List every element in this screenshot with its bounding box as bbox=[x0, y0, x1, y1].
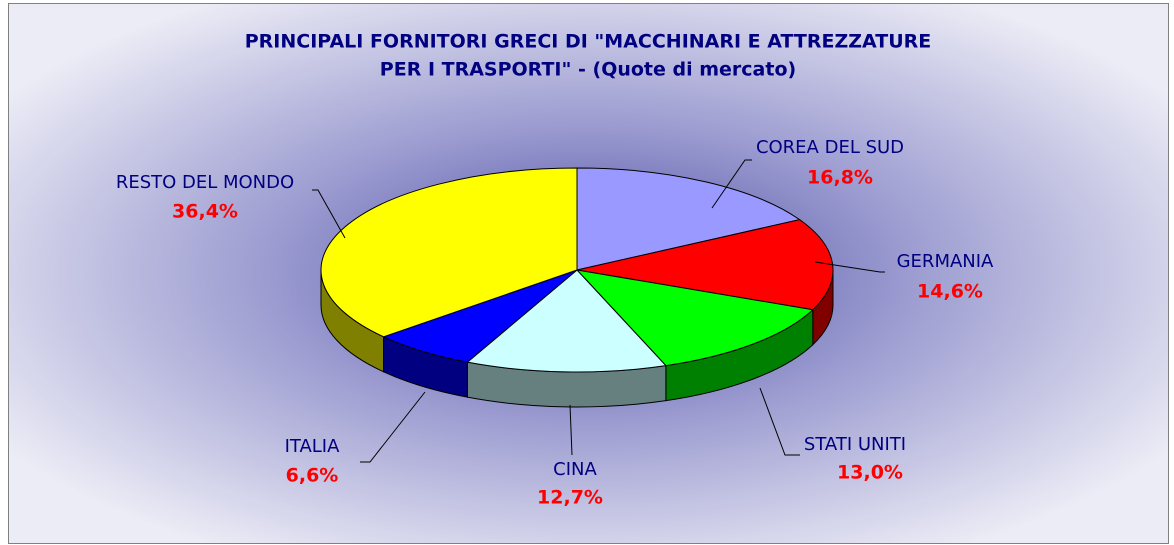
category-label: STATI UNITI bbox=[804, 434, 906, 455]
value-label: 13,0% bbox=[837, 462, 903, 484]
leader-line bbox=[759, 387, 800, 456]
slice bbox=[576, 219, 834, 311]
leader-line bbox=[312, 189, 346, 239]
category-label: ITALIA bbox=[285, 436, 341, 457]
category-label: CINA bbox=[553, 459, 597, 480]
slice bbox=[466, 269, 667, 373]
category-label: GERMANIA bbox=[897, 251, 994, 272]
value-label: 14,6% bbox=[917, 281, 983, 303]
value-label: 36,4% bbox=[172, 201, 238, 223]
value-label: 12,7% bbox=[537, 487, 603, 509]
leader-line bbox=[711, 159, 752, 209]
slice bbox=[320, 167, 578, 338]
leader-line bbox=[569, 404, 573, 456]
category-label: RESTO DEL MONDO bbox=[116, 172, 294, 193]
chart-title: PRINCIPALI FORNITORI GRECI DI "MACCHINAR… bbox=[245, 31, 932, 53]
slice bbox=[575, 269, 814, 367]
category-label: COREA DEL SUD bbox=[756, 137, 904, 158]
value-label: 16,8% bbox=[807, 167, 873, 189]
value-label: 6,6% bbox=[286, 465, 339, 487]
leader-line bbox=[814, 261, 885, 273]
leader-line bbox=[360, 391, 426, 463]
chart-title: PER I TRASPORTI" - (Quote di mercato) bbox=[380, 59, 796, 81]
slice bbox=[576, 167, 801, 271]
